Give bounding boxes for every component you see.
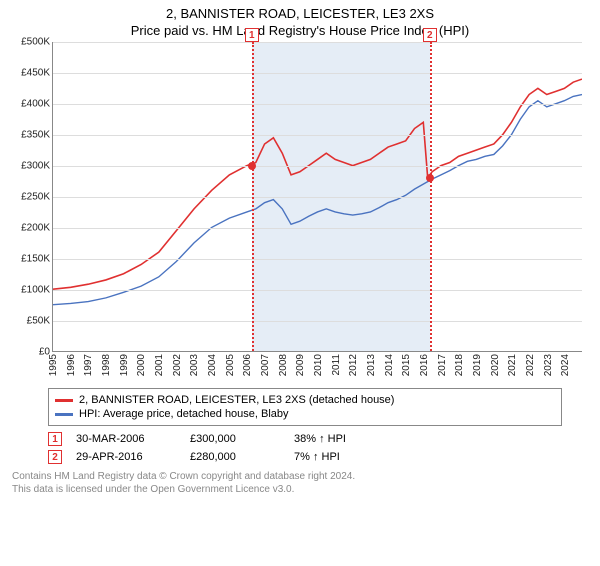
- x-tick-label: 2021: [507, 354, 518, 376]
- legend-swatch: [55, 413, 73, 416]
- y-tick-label: £250K: [21, 192, 50, 203]
- event-num-box: 1: [48, 432, 62, 446]
- event-dot: [248, 162, 256, 170]
- y-tick-label: £100K: [21, 285, 50, 296]
- legend-item: 2, BANNISTER ROAD, LEICESTER, LE3 2XS (d…: [55, 393, 555, 407]
- gridline: [53, 259, 582, 260]
- y-tick-label: £350K: [21, 130, 50, 141]
- x-tick-label: 2019: [472, 354, 483, 376]
- gridline: [53, 104, 582, 105]
- x-tick-label: 2015: [401, 354, 412, 376]
- x-tick-label: 2006: [242, 354, 253, 376]
- x-tick-label: 2017: [437, 354, 448, 376]
- event-marker-box: 1: [245, 28, 259, 42]
- x-tick-label: 1995: [48, 354, 59, 376]
- gridline: [53, 166, 582, 167]
- x-axis: 1995199619971998199920002001200220032004…: [52, 352, 582, 382]
- x-tick-label: 2012: [348, 354, 359, 376]
- x-tick-label: 2008: [278, 354, 289, 376]
- footer-line: Contains HM Land Registry data © Crown c…: [12, 470, 590, 483]
- x-tick-label: 2020: [490, 354, 501, 376]
- gridline: [53, 321, 582, 322]
- x-tick-label: 2002: [172, 354, 183, 376]
- event-price: £280,000: [190, 451, 280, 463]
- x-tick-label: 1997: [83, 354, 94, 376]
- legend-swatch: [55, 399, 73, 402]
- y-tick-label: £300K: [21, 161, 50, 172]
- x-tick-label: 1996: [66, 354, 77, 376]
- event-date: 30-MAR-2006: [76, 433, 176, 445]
- event-row: 2 29-APR-2016 £280,000 7% ↑ HPI: [48, 448, 562, 466]
- x-tick-label: 2000: [136, 354, 147, 376]
- event-vline: [430, 42, 432, 351]
- x-tick-label: 2023: [543, 354, 554, 376]
- event-price: £300,000: [190, 433, 280, 445]
- x-tick-label: 2022: [525, 354, 536, 376]
- x-tick-label: 2001: [154, 354, 165, 376]
- y-tick-label: £150K: [21, 254, 50, 265]
- gridline: [53, 135, 582, 136]
- x-tick-label: 2007: [260, 354, 271, 376]
- gridline: [53, 73, 582, 74]
- x-tick-label: 2005: [225, 354, 236, 376]
- gridline: [53, 197, 582, 198]
- chart: £0£50K£100K£150K£200K£250K£300K£350K£400…: [10, 42, 590, 382]
- y-tick-label: £50K: [27, 316, 50, 327]
- page-subtitle: Price paid vs. HM Land Registry's House …: [0, 23, 600, 38]
- y-tick-label: £450K: [21, 68, 50, 79]
- x-tick-label: 2014: [384, 354, 395, 376]
- event-marker-box: 2: [423, 28, 437, 42]
- y-tick-label: £500K: [21, 37, 50, 48]
- event-row: 1 30-MAR-2006 £300,000 38% ↑ HPI: [48, 430, 562, 448]
- legend: 2, BANNISTER ROAD, LEICESTER, LE3 2XS (d…: [48, 388, 562, 426]
- x-tick-label: 1998: [101, 354, 112, 376]
- event-table: 1 30-MAR-2006 £300,000 38% ↑ HPI 2 29-APR-201…: [48, 430, 562, 466]
- x-tick-label: 2013: [366, 354, 377, 376]
- y-tick-label: £400K: [21, 99, 50, 110]
- event-num-box: 2: [48, 450, 62, 464]
- event-pct: 7% ↑ HPI: [294, 451, 384, 463]
- plot-area: 12: [52, 42, 582, 352]
- y-axis: £0£50K£100K£150K£200K£250K£300K£350K£400…: [10, 42, 52, 352]
- x-tick-label: 2010: [313, 354, 324, 376]
- legend-label: 2, BANNISTER ROAD, LEICESTER, LE3 2XS (d…: [79, 394, 394, 406]
- event-vline: [252, 42, 254, 351]
- event-date: 29-APR-2016: [76, 451, 176, 463]
- x-tick-label: 2016: [419, 354, 430, 376]
- gridline: [53, 290, 582, 291]
- page-title: 2, BANNISTER ROAD, LEICESTER, LE3 2XS: [0, 6, 600, 21]
- x-tick-label: 2003: [189, 354, 200, 376]
- x-tick-label: 2024: [560, 354, 571, 376]
- footer-line: This data is licensed under the Open Gov…: [12, 483, 590, 496]
- x-tick-label: 1999: [119, 354, 130, 376]
- x-tick-label: 2018: [454, 354, 465, 376]
- event-dot: [426, 174, 434, 182]
- footer: Contains HM Land Registry data © Crown c…: [12, 470, 590, 496]
- x-tick-label: 2009: [295, 354, 306, 376]
- y-tick-label: £200K: [21, 223, 50, 234]
- x-tick-label: 2011: [331, 354, 342, 376]
- legend-label: HPI: Average price, detached house, Blab…: [79, 408, 289, 420]
- gridline: [53, 42, 582, 43]
- legend-item: HPI: Average price, detached house, Blab…: [55, 407, 555, 421]
- gridline: [53, 228, 582, 229]
- event-pct: 38% ↑ HPI: [294, 433, 384, 445]
- x-tick-label: 2004: [207, 354, 218, 376]
